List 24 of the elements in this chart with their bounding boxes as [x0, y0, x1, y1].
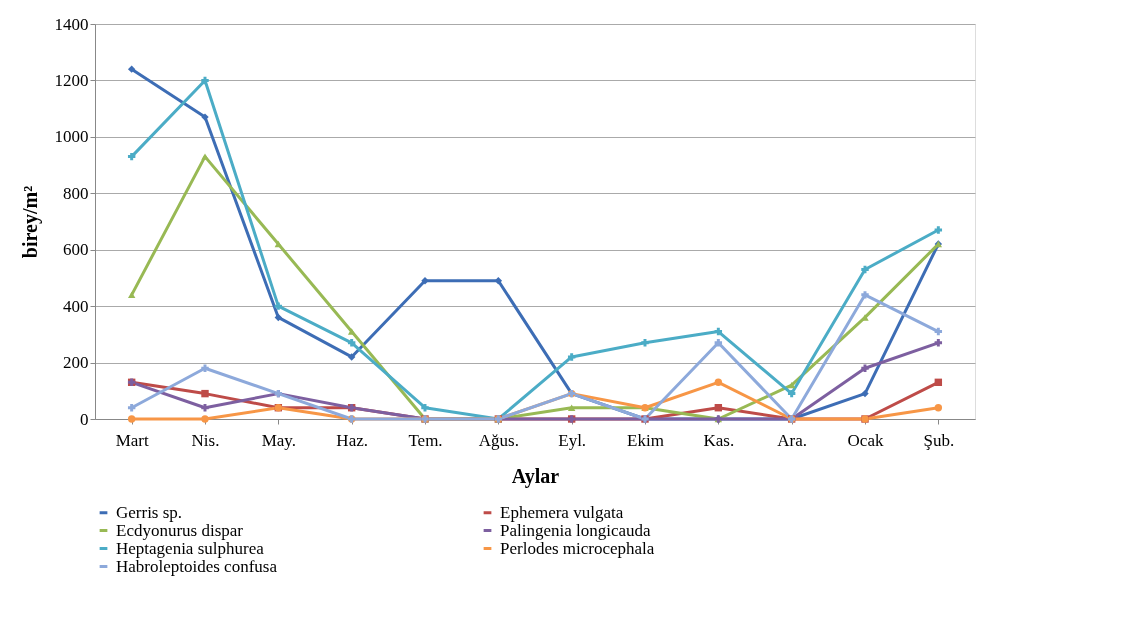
y-axis-title: birey/m²	[18, 185, 42, 259]
legend-label: Gerris sp.	[116, 502, 183, 522]
x-tick-label: Kas.	[703, 430, 735, 450]
y-tick-label: 600	[63, 240, 89, 260]
x-tick-label: Mart	[115, 430, 149, 450]
y-tick-label: 400	[63, 296, 89, 316]
y-tick-label: 800	[63, 183, 89, 203]
x-tick-label: Şub.	[923, 430, 955, 450]
legend-label: Ephemera vulgata	[500, 502, 624, 522]
y-tick-label: 1000	[54, 127, 89, 147]
y-tick-label: 200	[63, 353, 89, 373]
y-tick-label: 0	[80, 409, 89, 429]
x-tick-label: Tem.	[408, 430, 443, 450]
x-tick-label: Ara.	[777, 430, 808, 450]
x-tick-label: Haz.	[336, 430, 368, 450]
x-tick-label: Ağus.	[478, 430, 519, 450]
y-tick-label: 1400	[54, 14, 89, 34]
x-tick-label: Eyl.	[558, 430, 587, 450]
x-tick-label: Nis.	[191, 430, 220, 450]
y-tick-label: 1200	[54, 70, 89, 90]
x-tick-label: Ekim	[627, 430, 664, 450]
x-tick-label: May.	[261, 430, 296, 450]
x-tick-label: Ocak	[847, 430, 884, 450]
x-axis-title: Aylar	[511, 464, 560, 488]
